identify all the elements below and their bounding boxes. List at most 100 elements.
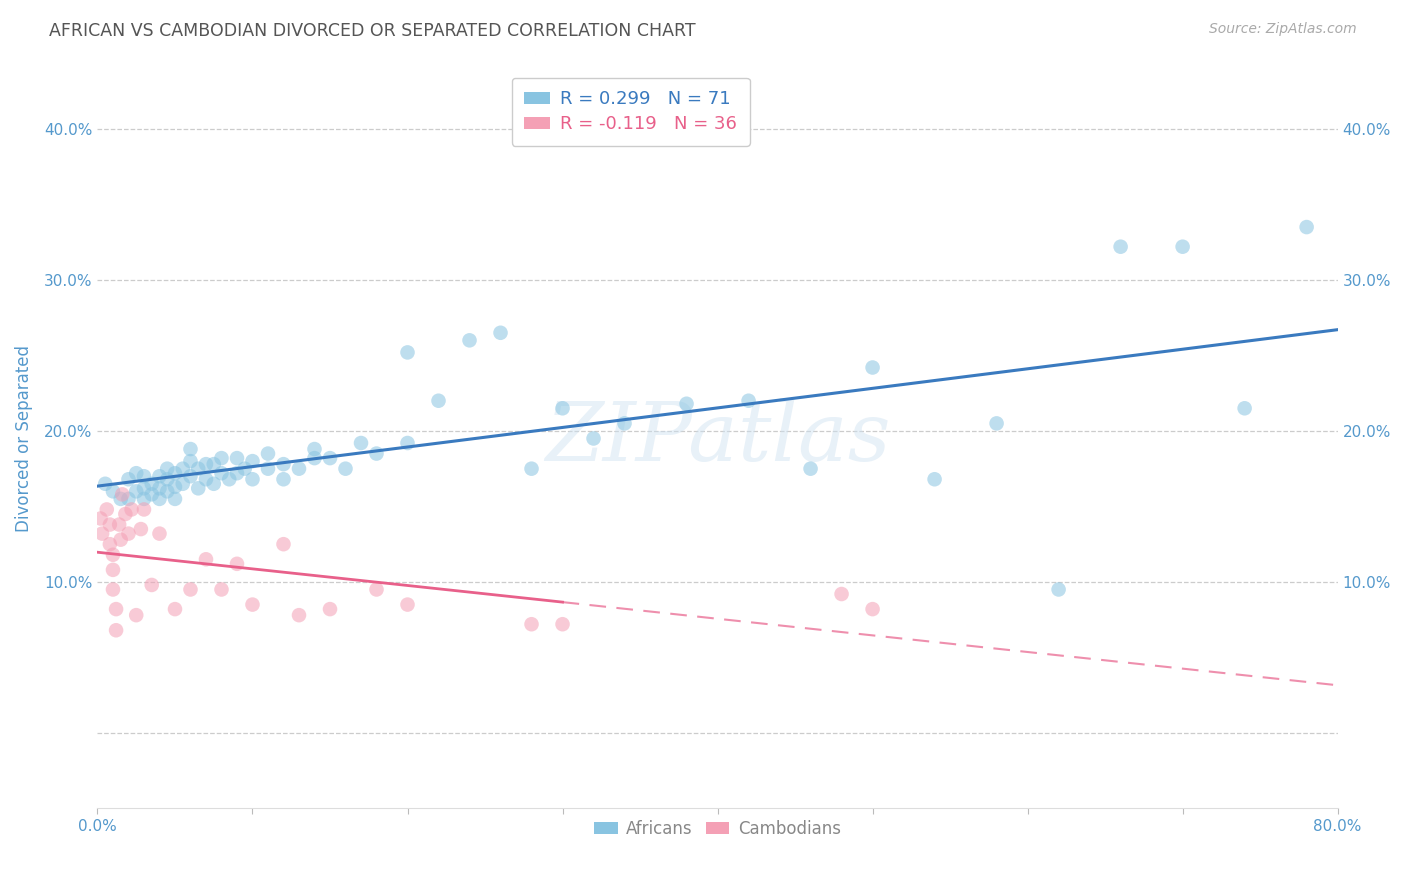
Point bbox=[156, 472, 179, 486]
Point bbox=[489, 326, 512, 340]
Point bbox=[800, 461, 823, 475]
Point bbox=[179, 469, 201, 483]
Point bbox=[242, 598, 264, 612]
Point bbox=[110, 533, 132, 547]
Point bbox=[187, 481, 209, 495]
Point bbox=[156, 484, 179, 499]
Point bbox=[520, 617, 543, 632]
Point bbox=[226, 557, 249, 571]
Point bbox=[924, 472, 946, 486]
Point bbox=[132, 491, 155, 506]
Point bbox=[582, 432, 605, 446]
Y-axis label: Divorced or Separated: Divorced or Separated bbox=[15, 345, 32, 532]
Point bbox=[163, 467, 186, 481]
Point bbox=[163, 491, 186, 506]
Point bbox=[319, 602, 342, 616]
Text: AFRICAN VS CAMBODIAN DIVORCED OR SEPARATED CORRELATION CHART: AFRICAN VS CAMBODIAN DIVORCED OR SEPARAT… bbox=[49, 22, 696, 40]
Point bbox=[132, 481, 155, 495]
Point bbox=[163, 480, 186, 494]
Point bbox=[195, 552, 218, 566]
Point bbox=[141, 578, 163, 592]
Point bbox=[862, 602, 884, 616]
Point bbox=[304, 451, 326, 466]
Point bbox=[350, 436, 373, 450]
Point bbox=[211, 582, 233, 597]
Point bbox=[1047, 582, 1070, 597]
Point bbox=[114, 507, 136, 521]
Point bbox=[148, 481, 170, 495]
Point bbox=[121, 502, 143, 516]
Point bbox=[304, 442, 326, 456]
Point bbox=[211, 451, 233, 466]
Point bbox=[1233, 401, 1256, 416]
Point bbox=[117, 491, 139, 506]
Point bbox=[141, 487, 163, 501]
Point bbox=[179, 582, 201, 597]
Point bbox=[163, 602, 186, 616]
Point bbox=[195, 457, 218, 471]
Point bbox=[862, 360, 884, 375]
Point bbox=[233, 461, 256, 475]
Point bbox=[141, 476, 163, 491]
Point bbox=[427, 393, 450, 408]
Point bbox=[202, 457, 225, 471]
Point bbox=[148, 491, 170, 506]
Point bbox=[129, 522, 152, 536]
Point bbox=[1171, 240, 1194, 254]
Point bbox=[551, 401, 574, 416]
Point bbox=[986, 417, 1008, 431]
Point bbox=[179, 454, 201, 468]
Point bbox=[273, 472, 295, 486]
Point bbox=[288, 461, 311, 475]
Point bbox=[458, 334, 481, 348]
Point bbox=[1295, 220, 1317, 235]
Point bbox=[125, 467, 148, 481]
Point bbox=[90, 511, 112, 525]
Point bbox=[148, 526, 170, 541]
Point bbox=[101, 548, 124, 562]
Point bbox=[226, 467, 249, 481]
Point bbox=[111, 487, 134, 501]
Point bbox=[202, 476, 225, 491]
Point bbox=[257, 461, 280, 475]
Point bbox=[273, 537, 295, 551]
Point bbox=[1109, 240, 1132, 254]
Point bbox=[156, 461, 179, 475]
Point bbox=[737, 393, 759, 408]
Point bbox=[319, 451, 342, 466]
Point bbox=[211, 467, 233, 481]
Text: Source: ZipAtlas.com: Source: ZipAtlas.com bbox=[1209, 22, 1357, 37]
Point bbox=[613, 417, 636, 431]
Point bbox=[125, 608, 148, 623]
Point bbox=[551, 617, 574, 632]
Point bbox=[91, 526, 114, 541]
Point bbox=[288, 608, 311, 623]
Point bbox=[396, 345, 419, 359]
Legend: Africans, Cambodians: Africans, Cambodians bbox=[588, 814, 848, 845]
Point bbox=[187, 461, 209, 475]
Point bbox=[242, 454, 264, 468]
Point bbox=[195, 472, 218, 486]
Point bbox=[257, 446, 280, 460]
Point bbox=[172, 476, 194, 491]
Point bbox=[520, 461, 543, 475]
Point bbox=[101, 484, 124, 499]
Point bbox=[335, 461, 357, 475]
Point bbox=[105, 624, 128, 638]
Point bbox=[101, 582, 124, 597]
Point bbox=[117, 472, 139, 486]
Point bbox=[98, 517, 121, 532]
Point bbox=[108, 517, 131, 532]
Point bbox=[273, 457, 295, 471]
Point bbox=[148, 469, 170, 483]
Point bbox=[226, 451, 249, 466]
Point bbox=[366, 582, 388, 597]
Point bbox=[105, 602, 128, 616]
Point bbox=[675, 397, 697, 411]
Point bbox=[117, 526, 139, 541]
Point bbox=[218, 472, 240, 486]
Point bbox=[110, 491, 132, 506]
Point bbox=[132, 469, 155, 483]
Point bbox=[132, 502, 155, 516]
Point bbox=[172, 461, 194, 475]
